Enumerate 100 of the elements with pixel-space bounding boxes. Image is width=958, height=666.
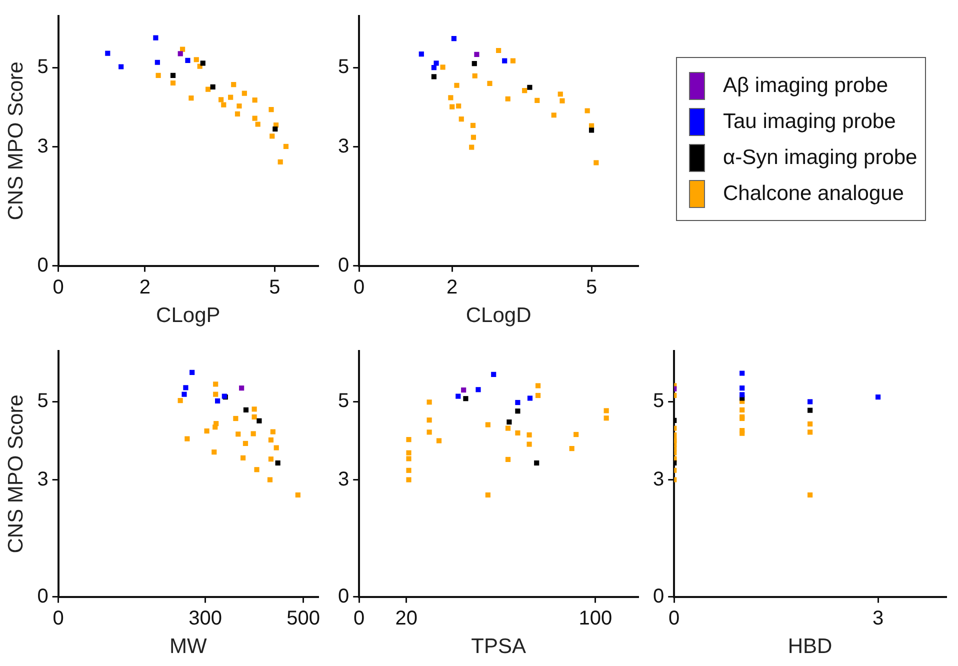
point — [515, 400, 520, 406]
x-tick-label: 100 — [578, 607, 612, 630]
point — [275, 460, 280, 466]
point — [522, 88, 528, 94]
x-tick-label: 5 — [586, 276, 598, 298]
x-tick-label: 2 — [139, 276, 150, 298]
x-axis-title: CLogD — [466, 304, 532, 328]
point — [218, 97, 224, 102]
point — [213, 382, 218, 387]
point — [740, 386, 745, 391]
point — [485, 422, 490, 428]
y-tick-label: 0 — [338, 254, 350, 276]
point — [560, 98, 565, 104]
point — [502, 58, 508, 64]
point — [510, 58, 516, 64]
point — [470, 122, 476, 128]
point — [255, 122, 260, 127]
point — [418, 52, 424, 57]
point — [588, 128, 594, 133]
point — [105, 50, 110, 56]
point — [506, 419, 512, 425]
legend-label: Chalcone analogue — [723, 182, 904, 206]
point — [190, 370, 195, 376]
point — [406, 437, 412, 442]
point — [240, 455, 246, 460]
y-tick-label: 3 — [37, 468, 48, 490]
x-axis-title: HBD — [788, 635, 832, 658]
point — [569, 446, 574, 452]
point — [156, 72, 161, 78]
point — [584, 108, 590, 114]
point — [254, 467, 260, 472]
point — [214, 421, 219, 426]
y-tick-label: 0 — [653, 585, 664, 608]
y-tick-label: 5 — [338, 390, 350, 412]
point — [496, 48, 502, 54]
point — [527, 396, 533, 401]
point — [178, 51, 183, 56]
point — [474, 52, 480, 58]
point — [256, 418, 262, 424]
point — [505, 426, 511, 431]
point — [505, 456, 511, 462]
x-tick-label: 0 — [668, 607, 680, 630]
point — [170, 72, 176, 78]
point — [515, 430, 520, 436]
point — [215, 398, 220, 404]
point — [505, 96, 510, 102]
point — [212, 450, 217, 455]
point — [221, 102, 226, 108]
y-tick-label: 5 — [338, 56, 350, 78]
point — [604, 408, 609, 414]
point — [451, 36, 456, 42]
point — [434, 60, 439, 66]
point — [185, 58, 190, 63]
y-tick-label: 3 — [653, 468, 664, 490]
x-tick-label: 0 — [354, 276, 365, 298]
point — [200, 60, 206, 66]
point — [604, 416, 609, 421]
y-tick-label: 0 — [338, 585, 350, 608]
x-tick-label: 20 — [395, 607, 418, 630]
point — [178, 398, 183, 404]
y-tick-label: 0 — [37, 254, 48, 276]
x-tick-label: 3 — [872, 607, 884, 630]
y-tick-label: 5 — [37, 390, 48, 412]
point — [252, 406, 257, 412]
point — [470, 134, 476, 140]
point — [436, 438, 442, 444]
point — [526, 432, 532, 438]
point — [268, 437, 274, 442]
point — [182, 392, 187, 397]
y-axis-title: CNS MPO Score — [4, 394, 28, 554]
x-tick-label: 0 — [52, 607, 64, 630]
point — [594, 160, 599, 166]
x-tick-label: 300 — [188, 607, 222, 630]
legend-label: Aβ imaging probe — [723, 74, 888, 98]
y-tick-label: 3 — [338, 135, 350, 158]
point — [270, 429, 276, 434]
point — [213, 392, 218, 397]
point — [188, 96, 194, 101]
point — [406, 468, 412, 473]
x-tick-label: 5 — [269, 276, 280, 298]
point — [406, 477, 412, 482]
point — [242, 440, 248, 446]
legend-label: Tau imaging probe — [723, 110, 896, 134]
point — [274, 445, 279, 450]
point — [485, 492, 490, 498]
x-axis-title: CLogP — [156, 304, 220, 328]
y-tick-label: 3 — [338, 468, 350, 490]
point — [740, 370, 745, 376]
x-tick-label: 2 — [446, 276, 458, 298]
point — [574, 432, 579, 438]
point — [206, 86, 211, 92]
point — [267, 477, 273, 482]
point — [184, 436, 190, 442]
point — [469, 144, 474, 150]
point — [450, 104, 455, 110]
point — [204, 428, 210, 434]
point — [183, 385, 188, 390]
point — [448, 95, 454, 100]
point — [252, 116, 258, 121]
point — [236, 432, 241, 437]
